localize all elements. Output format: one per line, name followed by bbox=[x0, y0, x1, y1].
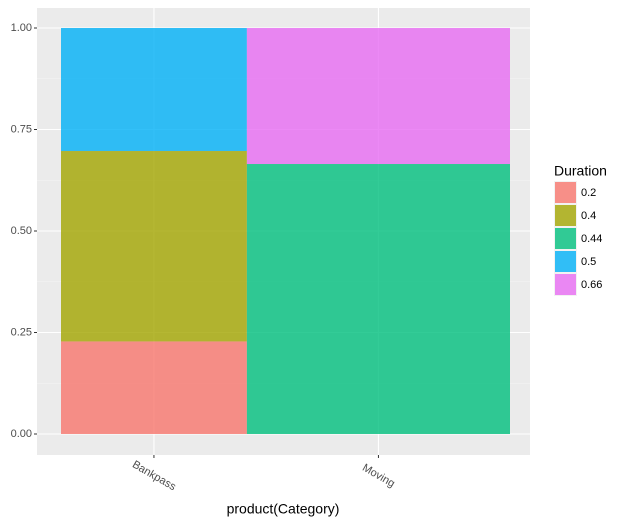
y-tick-label: 0.00 bbox=[11, 428, 32, 440]
mosaic-cell bbox=[246, 164, 511, 434]
legend-key bbox=[555, 205, 576, 226]
y-tick-label: 0.25 bbox=[11, 326, 32, 338]
legend-label: 0.66 bbox=[581, 279, 602, 291]
y-tick-label: 0.50 bbox=[11, 225, 32, 237]
legend-label: 0.2 bbox=[581, 187, 596, 199]
x-tick-label: Moving bbox=[360, 462, 397, 490]
legend: 0.2 0.4 0.44 0.5 0.66 bbox=[554, 181, 602, 296]
mosaic-cell bbox=[61, 341, 247, 434]
legend-label: 0.44 bbox=[581, 233, 602, 245]
legend-title: Duration bbox=[554, 163, 607, 179]
legend-label: 0.4 bbox=[581, 210, 596, 222]
legend-key bbox=[555, 274, 576, 295]
legend-label: 0.5 bbox=[581, 256, 596, 268]
mosaic-cell bbox=[61, 28, 247, 152]
legend-key bbox=[555, 228, 576, 249]
y-tick-label: 0.75 bbox=[11, 123, 32, 135]
x-tick-label: Bankpass bbox=[130, 459, 178, 494]
mosaic-cell bbox=[61, 151, 247, 342]
y-tick-label: 1.00 bbox=[11, 22, 32, 34]
mosaic-cell bbox=[246, 28, 511, 165]
legend-key bbox=[555, 251, 576, 272]
x-axis-title: product(Category) bbox=[227, 501, 340, 517]
bars bbox=[61, 28, 511, 434]
legend-key bbox=[555, 182, 576, 203]
